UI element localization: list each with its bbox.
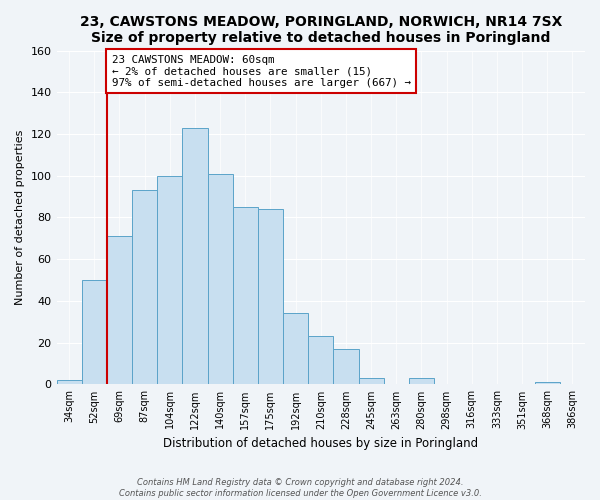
X-axis label: Distribution of detached houses by size in Poringland: Distribution of detached houses by size …: [163, 437, 478, 450]
Bar: [208, 174, 233, 384]
Bar: [132, 190, 157, 384]
Text: Contains HM Land Registry data © Crown copyright and database right 2024.
Contai: Contains HM Land Registry data © Crown c…: [119, 478, 481, 498]
Bar: [258, 209, 283, 384]
Bar: [359, 378, 383, 384]
Bar: [182, 128, 208, 384]
Bar: [233, 207, 258, 384]
Bar: [334, 349, 359, 384]
Title: 23, CAWSTONS MEADOW, PORINGLAND, NORWICH, NR14 7SX
Size of property relative to : 23, CAWSTONS MEADOW, PORINGLAND, NORWICH…: [80, 15, 562, 45]
Bar: [409, 378, 434, 384]
Bar: [283, 314, 308, 384]
Bar: [56, 380, 82, 384]
Bar: [107, 236, 132, 384]
Y-axis label: Number of detached properties: Number of detached properties: [15, 130, 25, 305]
Bar: [157, 176, 182, 384]
Bar: [535, 382, 560, 384]
Bar: [308, 336, 334, 384]
Text: 23 CAWSTONS MEADOW: 60sqm
← 2% of detached houses are smaller (15)
97% of semi-d: 23 CAWSTONS MEADOW: 60sqm ← 2% of detach…: [112, 54, 411, 88]
Bar: [82, 280, 107, 384]
